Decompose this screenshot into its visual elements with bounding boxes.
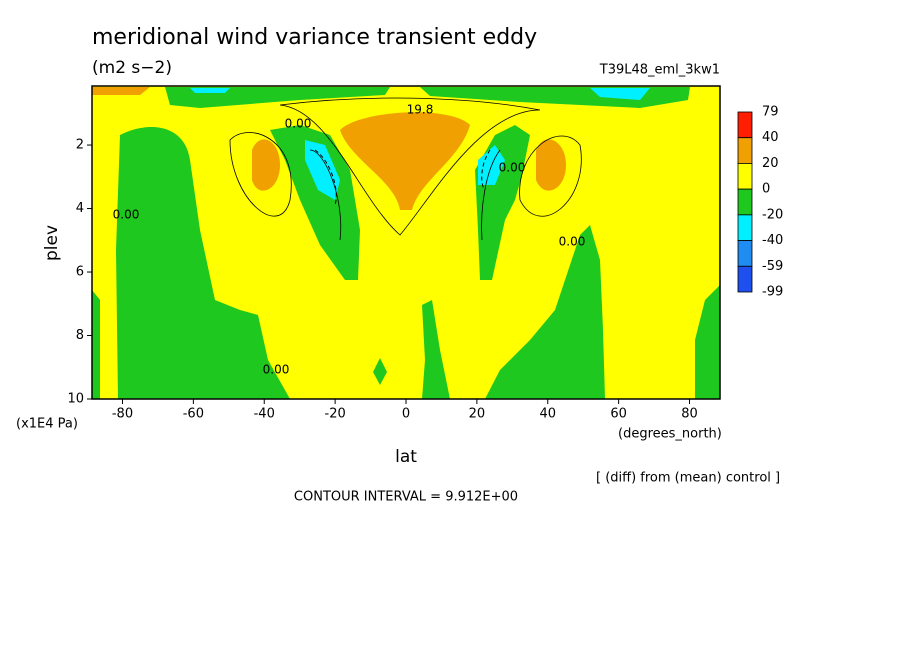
y-tick-label: 6 [76, 265, 84, 280]
note: [ (diff) from (mean) control ] [596, 471, 780, 486]
contour-line [481, 149, 501, 241]
y-tick-label: 8 [76, 328, 84, 343]
colorbar-label: -59 [762, 259, 783, 274]
x-tick-label: -40 [254, 407, 275, 422]
contour-fill [305, 140, 340, 200]
colorbar-swatch [737, 214, 753, 241]
x-tick-label: 60 [610, 407, 627, 422]
contour-fill [695, 285, 720, 399]
contour-fill [116, 127, 290, 399]
contour-fill [270, 125, 360, 280]
y-tick-label: 2 [76, 138, 84, 153]
contour-fill [190, 88, 230, 93]
contour-line [229, 132, 292, 217]
contour-fill [485, 225, 605, 399]
colorbar-swatch [737, 265, 753, 293]
contour-fill [92, 87, 150, 95]
contour-label: 0.00 [559, 235, 586, 249]
contour-fill [340, 112, 470, 210]
colorbar-swatch [737, 111, 753, 139]
contour-interval: CONTOUR INTERVAL = 9.912E+00 [294, 490, 518, 505]
x-tick-label: 80 [681, 407, 698, 422]
x-tick-label: -60 [183, 407, 204, 422]
contour-line [314, 149, 491, 206]
y-axis-label: plev [42, 225, 62, 261]
contour-label: 0.00 [263, 363, 290, 377]
colorbar-swatch [737, 240, 753, 267]
colorbar-label: 20 [762, 156, 779, 171]
contour-line [279, 97, 541, 236]
contour-label: 0.00 [113, 208, 140, 222]
run-label: T39L48_eml_3kw1 [599, 63, 720, 78]
contour-label: 0.00 [499, 161, 526, 175]
x-axis-unit: (degrees_north) [618, 427, 722, 442]
y-tick-label: 4 [76, 201, 84, 216]
colorbar-swatch [737, 188, 753, 216]
contour-fill [590, 88, 650, 100]
colorbar-label: 40 [762, 130, 779, 145]
contour-fill [252, 139, 280, 191]
contour-fill [536, 139, 566, 191]
x-tick-label: 40 [539, 407, 556, 422]
colorbar-label: -40 [762, 233, 783, 248]
plot-area: 0.00 19.8 0.00 0.00 0.00 0.00 [92, 86, 720, 399]
colorbar-label: -99 [762, 285, 783, 300]
contour-label: 19.8 [407, 103, 434, 117]
contour-fill [373, 358, 387, 385]
y-axis-unit: (x1E4 Pa) [16, 417, 78, 432]
colorbar-label: 79 [762, 105, 779, 120]
x-tick-label: -80 [112, 407, 133, 422]
contour-label: 0.00 [285, 117, 312, 131]
y-tick-label: 10 [67, 392, 84, 407]
x-tick-label: 20 [469, 407, 486, 422]
contour-fill [422, 300, 450, 399]
contour-fill [92, 290, 100, 399]
x-axis-label: lat [395, 447, 417, 467]
contour-line [519, 135, 582, 217]
contour-line [309, 149, 342, 241]
colorbar-swatch [737, 163, 753, 190]
x-tick-label: -20 [325, 407, 346, 422]
colorbar-swatch [737, 137, 753, 164]
colorbar-label: 0 [762, 182, 770, 197]
subtitle: (m2 s−2) [92, 58, 172, 78]
chart-title: meridional wind variance transient eddy [92, 25, 537, 50]
colorbar-label: -20 [762, 207, 783, 222]
x-tick-label: 0 [402, 407, 410, 422]
